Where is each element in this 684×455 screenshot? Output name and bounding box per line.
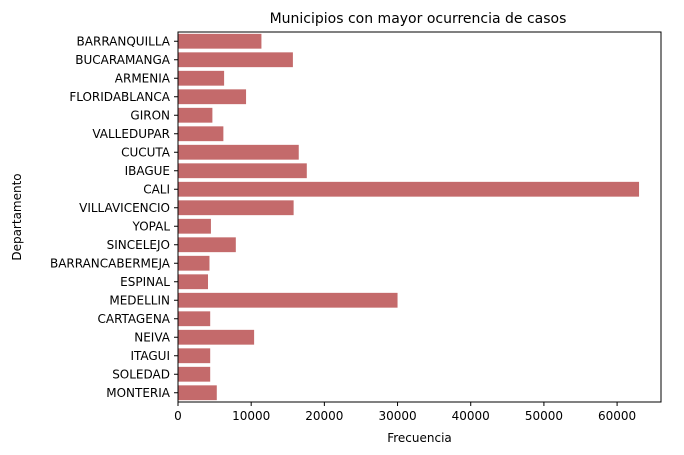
bar-itagui [178, 348, 211, 364]
y-tick-label-valledupar: VALLEDUPAR [92, 127, 170, 141]
y-axis-title: Departamento [10, 173, 24, 260]
x-axis-title: Frecuencia [387, 431, 452, 445]
bar-barranquilla [178, 33, 262, 49]
y-tick-label-soledad: SOLEDAD [112, 367, 170, 381]
bar-giron [178, 107, 213, 123]
y-tick-label-yopal: YOPAL [132, 219, 171, 233]
y-tick-label-neiva: NEIVA [134, 330, 171, 344]
plot-frame [177, 31, 662, 403]
bar-sincelejo [178, 237, 236, 253]
y-tick-label-floridablanca: FLORIDABLANCA [69, 90, 170, 104]
y-axis-ticks: BARRANQUILLA BUCARAMANGA ARMENIA FLORIDABLA… [50, 34, 178, 400]
y-tick-label-espinal: ESPINAL [120, 275, 170, 289]
x-tick-label-20000: 20000 [305, 409, 343, 423]
x-tick-label-30000: 30000 [378, 409, 416, 423]
bar-yopal [178, 218, 211, 234]
x-axis-ticks: 0 10000 20000 30000 40000 50000 60000 [174, 402, 636, 423]
bar-bucaramanga [178, 52, 293, 68]
y-tick-label-ibague: IBAGUE [125, 164, 170, 178]
y-tick-label-cucuta: CUCUTA [121, 145, 171, 159]
y-tick-label-giron: GIRON [130, 108, 170, 122]
bar-cucuta [178, 144, 299, 160]
y-tick-label-armenia: ARMENIA [115, 71, 171, 85]
bar-valledupar [178, 126, 224, 142]
y-tick-label-cartagena: CARTAGENA [97, 312, 170, 326]
x-tick-label-0: 0 [174, 409, 182, 423]
bar-espinal [178, 274, 209, 290]
y-tick-label-cali: CALI [143, 182, 170, 196]
bars-layer [178, 33, 640, 401]
bar-monteria [178, 385, 217, 401]
bar-armenia [178, 70, 225, 86]
x-tick-label-50000: 50000 [525, 409, 563, 423]
bar-neiva [178, 329, 255, 345]
y-tick-label-barranquilla: BARRANQUILLA [77, 34, 171, 48]
y-tick-label-bucaramanga: BUCARAMANGA [75, 53, 171, 67]
y-tick-label-medellin: MEDELLIN [109, 293, 170, 307]
y-tick-label-monteria: MONTERIA [106, 386, 171, 400]
y-tick-label-itagui: ITAGUI [130, 349, 170, 363]
chart-title: Municipios con mayor ocurrencia de casos [270, 11, 567, 27]
x-tick-label-60000: 60000 [598, 409, 636, 423]
y-tick-label-villavicencio: VILLAVICENCIO [79, 201, 170, 215]
bar-barrancabermeja [178, 255, 210, 271]
x-tick-label-40000: 40000 [452, 409, 490, 423]
bar-ibague [178, 163, 307, 179]
x-tick-label-10000: 10000 [232, 409, 270, 423]
bar-cali [178, 181, 640, 197]
bar-medellin [178, 292, 398, 308]
bar-floridablanca [178, 89, 247, 105]
bar-villavicencio [178, 200, 294, 216]
bar-soledad [178, 366, 211, 382]
y-tick-label-barrancabermeja: BARRANCABERMEJA [50, 256, 171, 270]
bar-cartagena [178, 311, 211, 327]
y-tick-label-sincelejo: SINCELEJO [107, 238, 170, 252]
